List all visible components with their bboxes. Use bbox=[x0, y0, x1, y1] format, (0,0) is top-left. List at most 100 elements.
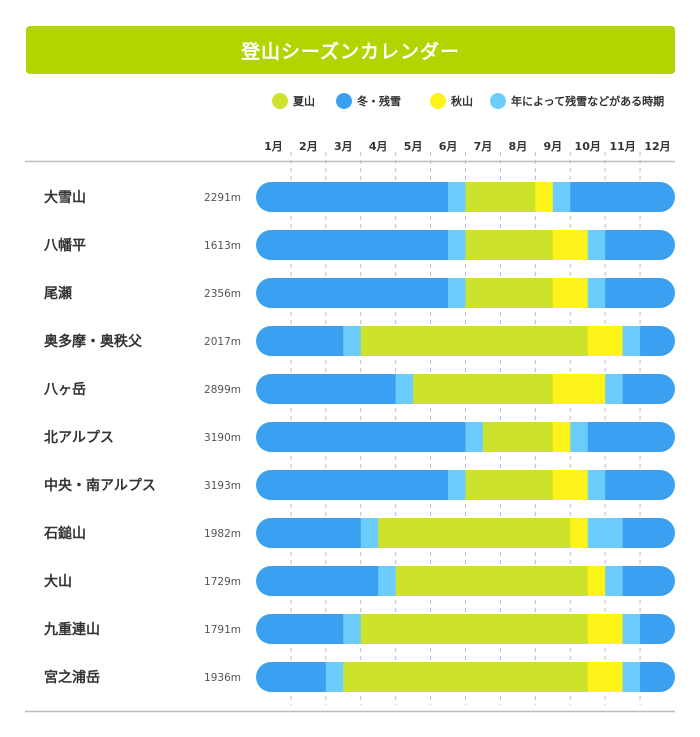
season-segment-winter bbox=[256, 470, 449, 500]
season-segment-variable bbox=[448, 470, 466, 500]
season-bar bbox=[256, 326, 675, 356]
season-segment-variable bbox=[448, 230, 466, 260]
mountain-name: 八ヶ岳 bbox=[43, 381, 86, 398]
mountain-row: 中央・南アルプス 3193m bbox=[44, 470, 675, 500]
legend-swatch-summer bbox=[272, 93, 288, 109]
mountain-name: 北アルプス bbox=[44, 430, 114, 446]
month-tick-label: 5月 bbox=[404, 140, 423, 153]
season-segment-variable bbox=[395, 374, 414, 404]
season-segment-winter bbox=[256, 566, 379, 596]
month-tick-label: 11月 bbox=[609, 140, 635, 153]
season-bar bbox=[256, 662, 675, 692]
legend-swatch-winter bbox=[336, 93, 352, 109]
season-segment-variable bbox=[622, 614, 641, 644]
month-tick-label: 4月 bbox=[369, 140, 388, 153]
season-segment-winter bbox=[640, 662, 675, 692]
mountain-elevation: 1791m bbox=[204, 624, 241, 636]
season-segment-variable bbox=[605, 566, 624, 596]
season-bar bbox=[256, 614, 675, 644]
season-segment-winter bbox=[605, 278, 675, 308]
month-tick-label: 8月 bbox=[509, 140, 528, 153]
month-tick-label: 2月 bbox=[299, 140, 318, 153]
month-tick-label: 1月 bbox=[264, 140, 283, 153]
season-segment-variable bbox=[465, 422, 484, 452]
mountain-name: 大雪山 bbox=[44, 189, 86, 206]
season-segment-summer bbox=[343, 662, 589, 692]
month-tick-label: 12月 bbox=[644, 140, 670, 153]
mountain-name: 八幡平 bbox=[43, 237, 86, 254]
season-bar bbox=[256, 374, 675, 404]
season-segment-summer bbox=[378, 518, 571, 548]
month-axis: 1月 2月 3月 4月 5月 6月 7月 8月 9月 10月 11月 12月 bbox=[264, 140, 671, 153]
month-tick-label: 7月 bbox=[474, 140, 493, 153]
season-segment-autumn bbox=[587, 566, 606, 596]
season-segment-summer bbox=[395, 566, 589, 596]
season-segment-summer bbox=[360, 614, 589, 644]
mountain-elevation: 1982m bbox=[204, 528, 241, 540]
mountain-name: 尾瀬 bbox=[44, 285, 72, 302]
season-bar bbox=[256, 422, 675, 452]
legend: 夏山 冬・残雪 秋山 年によって残雪などがある時期 bbox=[272, 93, 664, 109]
season-segment-autumn bbox=[552, 422, 571, 452]
mountain-row: 八ヶ岳 2899m bbox=[43, 374, 675, 404]
mountain-row: 九重連山 1791m bbox=[43, 614, 675, 644]
legend-label-variable: 年によって残雪などがある時期 bbox=[511, 94, 664, 108]
season-segment-winter bbox=[256, 326, 344, 356]
season-segment-winter bbox=[256, 614, 344, 644]
season-segment-variable bbox=[343, 614, 362, 644]
season-segment-autumn bbox=[587, 614, 624, 644]
season-segment-summer bbox=[360, 326, 589, 356]
season-bar bbox=[256, 278, 675, 308]
season-segment-summer bbox=[465, 278, 554, 308]
mountain-row: 尾瀬 2356m bbox=[44, 278, 675, 308]
mountain-elevation: 2291m bbox=[204, 192, 241, 204]
season-segment-autumn bbox=[535, 182, 554, 212]
legend-label-summer: 夏山 bbox=[293, 94, 315, 108]
season-bar bbox=[256, 230, 675, 260]
season-segment-winter bbox=[622, 374, 675, 404]
season-segment-variable bbox=[448, 278, 466, 308]
mountain-elevation: 3190m bbox=[204, 432, 241, 444]
season-segment-variable bbox=[378, 566, 397, 596]
season-segment-variable bbox=[587, 278, 606, 308]
mountain-name: 奥多摩・奥秩父 bbox=[44, 333, 143, 350]
season-segment-variable bbox=[587, 230, 606, 260]
season-segment-variable bbox=[570, 422, 589, 452]
season-segment-variable bbox=[325, 662, 344, 692]
season-segment-variable bbox=[360, 518, 379, 548]
mountain-row: 大山 1729m bbox=[44, 566, 675, 596]
mountain-name: 大山 bbox=[44, 573, 72, 590]
mountain-row: 奥多摩・奥秩父 2017m bbox=[44, 326, 675, 356]
mountain-elevation: 1613m bbox=[204, 240, 241, 252]
season-segment-winter bbox=[622, 566, 675, 596]
mountain-name: 中央・南アルプス bbox=[44, 477, 156, 494]
season-segment-variable bbox=[343, 326, 362, 356]
season-segment-winter bbox=[605, 230, 675, 260]
season-segment-winter bbox=[256, 518, 362, 548]
mountain-elevation: 3193m bbox=[204, 480, 241, 492]
season-segment-winter bbox=[256, 278, 449, 308]
season-segment-winter bbox=[256, 422, 466, 452]
season-segment-variable bbox=[587, 518, 624, 548]
mountain-elevation: 2017m bbox=[204, 336, 241, 348]
mountain-row: 宮之浦岳 1936m bbox=[44, 662, 675, 692]
season-segment-variable bbox=[605, 374, 624, 404]
season-segment-winter bbox=[256, 662, 327, 692]
mountain-elevation: 2356m bbox=[204, 288, 241, 300]
season-segment-autumn bbox=[552, 374, 606, 404]
month-tick-label: 10月 bbox=[575, 140, 601, 153]
season-segment-autumn bbox=[570, 518, 589, 548]
season-segment-winter bbox=[587, 422, 675, 452]
season-segment-variable bbox=[587, 470, 606, 500]
season-bar bbox=[256, 182, 675, 212]
season-bar bbox=[256, 518, 675, 548]
legend-label-autumn: 秋山 bbox=[451, 94, 473, 108]
mountain-elevation: 1729m bbox=[204, 576, 241, 588]
season-segment-autumn bbox=[552, 470, 589, 500]
mountain-row: 八幡平 1613m bbox=[43, 230, 675, 260]
season-bar bbox=[256, 470, 675, 500]
mountain-rows: 大雪山 2291m 八幡平 1613m 尾瀬 2356m 奥多摩・奥秩父 2017m 八ヶ岳 28… bbox=[43, 182, 675, 692]
season-segment-winter bbox=[256, 374, 397, 404]
mountain-elevation: 2899m bbox=[204, 384, 241, 396]
title-banner: 登山シーズンカレンダー bbox=[26, 26, 675, 74]
